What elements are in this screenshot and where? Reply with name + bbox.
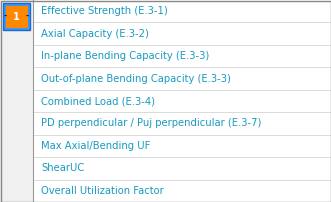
Bar — [34, 157, 331, 180]
Text: -: - — [4, 12, 7, 21]
Text: In-plane Bending Capacity (E.3-3): In-plane Bending Capacity (E.3-3) — [41, 51, 209, 61]
Bar — [34, 135, 331, 157]
Text: Overall Utilization Factor: Overall Utilization Factor — [41, 186, 164, 196]
Bar — [34, 0, 331, 22]
Bar — [34, 90, 331, 112]
Text: Effective Strength (E.3-1): Effective Strength (E.3-1) — [41, 6, 168, 16]
Bar — [34, 112, 331, 135]
Bar — [6, 5, 27, 27]
Bar — [34, 45, 331, 67]
Bar — [0, 0, 33, 202]
Text: PD perpendicular / Puj perpendicular (E.3-7): PD perpendicular / Puj perpendicular (E.… — [41, 118, 261, 128]
Text: Combined Load (E.3-4): Combined Load (E.3-4) — [41, 96, 155, 106]
Bar — [34, 67, 331, 90]
Text: 1: 1 — [13, 12, 20, 21]
Text: ShearUC: ShearUC — [41, 163, 84, 173]
Bar — [34, 22, 331, 45]
Text: Max Axial/Bending UF: Max Axial/Bending UF — [41, 141, 150, 151]
Text: Axial Capacity (E.3-2): Axial Capacity (E.3-2) — [41, 29, 149, 39]
Bar — [3, 3, 30, 30]
Bar — [34, 180, 331, 202]
Text: Out-of-plane Bending Capacity (E.3-3): Out-of-plane Bending Capacity (E.3-3) — [41, 74, 231, 84]
Text: -: - — [26, 12, 29, 21]
